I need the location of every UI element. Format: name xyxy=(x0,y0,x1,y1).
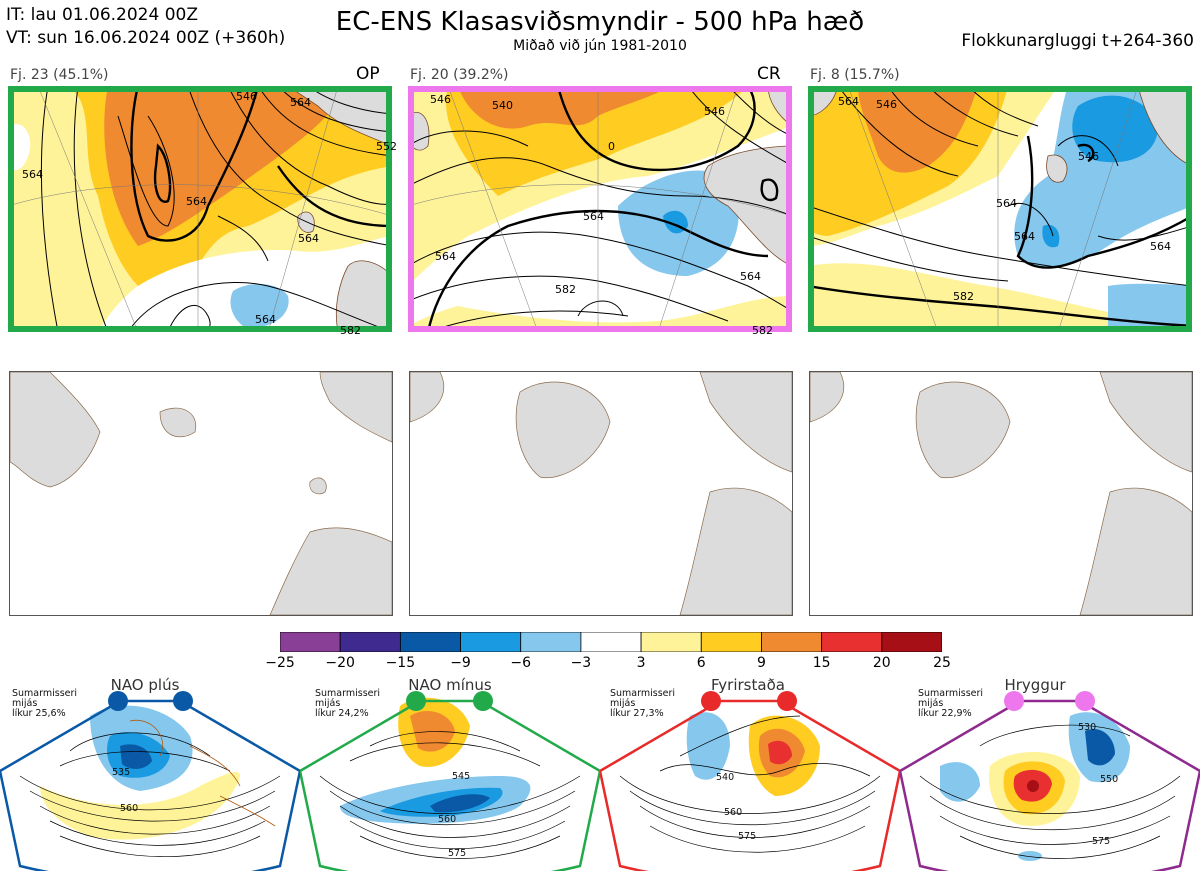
contour-label: 564 xyxy=(583,210,604,223)
contour-label: 0 xyxy=(608,140,615,153)
contour-label: 552 xyxy=(376,140,397,153)
header-times: IT: lau 01.06.2024 00Z VT: sun 16.06.202… xyxy=(6,4,285,50)
contour-label: 540 xyxy=(492,99,513,112)
regime-nao-minus xyxy=(300,676,600,871)
colorbar-swatch xyxy=(520,631,582,653)
contour-label: 582 xyxy=(340,324,361,337)
colorbar-swatch xyxy=(460,631,522,653)
regime-2-contour-575: 575 xyxy=(448,848,467,859)
colorbar-tick-label: −15 xyxy=(385,655,416,671)
scenario-1-label: Fj. 23 (45.1%) xyxy=(10,67,109,83)
regime-3-contour-575: 575 xyxy=(738,831,757,842)
contour-label: 564 xyxy=(740,270,761,283)
colorbar-swatch xyxy=(881,631,943,653)
colorbar-swatch xyxy=(279,631,341,653)
regime-2-contour-545: 545 xyxy=(452,771,471,782)
regime-3-contour-560: 560 xyxy=(724,807,743,818)
regime-4-contour-530: 530 xyxy=(1078,722,1097,733)
regime-ridge xyxy=(900,676,1200,871)
regime-2-note: Sumarmisseri mijás líkur 24,2% xyxy=(315,688,381,719)
regime-nao-plus xyxy=(0,676,300,871)
empty-map-3 xyxy=(809,371,1193,616)
scenario-map-3 xyxy=(808,86,1192,332)
regime-3-note: Sumarmisseri mijás líkur 27,3% xyxy=(610,688,676,719)
regime-1-note: Sumarmisseri mijás líkur 25,6% xyxy=(12,688,78,719)
colorbar-swatch xyxy=(399,631,461,653)
regime-1-title: NAO plús xyxy=(110,676,180,694)
contour-label: 546 xyxy=(704,105,725,118)
contour-label: 564 xyxy=(298,232,319,245)
contour-label: 564 xyxy=(435,250,456,263)
colorbar-tick-label: 15 xyxy=(812,655,831,671)
cluster-window: Flokkunargluggi t+264-360 xyxy=(961,31,1194,51)
regime-2-title: NAO mínus xyxy=(408,676,492,694)
regime-blocking xyxy=(600,676,900,871)
regime-4-note: Sumarmisseri mijás líkur 22,9% xyxy=(918,688,984,719)
colorbar-tick-label: −6 xyxy=(510,655,532,671)
scenario-2-tag: CR xyxy=(757,64,781,84)
page-subtitle: Miðað við jún 1981-2010 xyxy=(513,38,687,54)
colorbar-swatch xyxy=(339,631,401,653)
regime-4-contour-550: 550 xyxy=(1100,774,1119,785)
regime-2-contour-560: 560 xyxy=(438,814,457,825)
scenario-map-1 xyxy=(8,86,392,332)
init-time: IT: lau 01.06.2024 00Z xyxy=(6,5,198,25)
regime-3-title: Fyrirstaða xyxy=(711,676,785,694)
scenario-1-tag: OP xyxy=(356,64,380,84)
contour-label: 546 xyxy=(876,98,897,111)
contour-label: 564 xyxy=(186,195,207,208)
colorbar-tick-label: 6 xyxy=(696,655,706,671)
colorbar-tick-label: −25 xyxy=(265,655,295,671)
contour-label: 564 xyxy=(1014,230,1035,243)
scenario-2-label: Fj. 20 (39.2%) xyxy=(410,67,509,83)
contour-label: 546 xyxy=(430,93,451,106)
colorbar-swatch xyxy=(700,631,762,653)
colorbar-tick-label: −3 xyxy=(570,655,592,671)
contour-label: 582 xyxy=(953,290,974,303)
regime-4-title: Hryggur xyxy=(1004,676,1066,694)
contour-label: 582 xyxy=(555,283,576,296)
contour-label: 564 xyxy=(22,168,43,181)
contour-label: 582 xyxy=(752,324,773,337)
colorbar-tick-label: 25 xyxy=(933,655,951,671)
colorbar-swatch xyxy=(580,631,642,653)
valid-time: VT: sun 16.06.2024 00Z (+360h) xyxy=(6,28,286,48)
colorbar-swatch xyxy=(640,631,702,653)
contour-label: 564 xyxy=(838,95,859,108)
regime-4-contour-575: 575 xyxy=(1092,836,1111,847)
regime-1-contour-560: 560 xyxy=(120,803,139,814)
contour-label: 564 xyxy=(996,197,1017,210)
regime-3-contour-540: 540 xyxy=(716,772,735,783)
colorbar-swatch xyxy=(761,631,823,653)
colorbar-swatch xyxy=(821,631,883,653)
page-title: EC-ENS Klasasviðsmyndir - 500 hPa hæð xyxy=(335,7,865,37)
colorbar-tick-label: 9 xyxy=(756,655,766,671)
colorbar xyxy=(279,631,943,653)
scenario-3-label: Fj. 8 (15.7%) xyxy=(810,67,900,83)
colorbar-tick-label: 3 xyxy=(636,655,646,671)
regime-1-contour-535: 535 xyxy=(112,767,131,778)
contour-label: 546 xyxy=(1078,150,1099,163)
empty-map-1 xyxy=(9,371,393,616)
contour-label: 546 xyxy=(236,90,257,103)
empty-map-2 xyxy=(409,371,793,616)
contour-label: 564 xyxy=(1150,240,1171,253)
contour-label: 564 xyxy=(255,313,276,326)
colorbar-tick-label: 20 xyxy=(872,655,891,671)
scenario-map-2 xyxy=(408,86,792,332)
colorbar-tick-label: −9 xyxy=(450,655,471,671)
contour-label: 564 xyxy=(290,96,311,109)
colorbar-tick-label: −20 xyxy=(325,655,355,671)
